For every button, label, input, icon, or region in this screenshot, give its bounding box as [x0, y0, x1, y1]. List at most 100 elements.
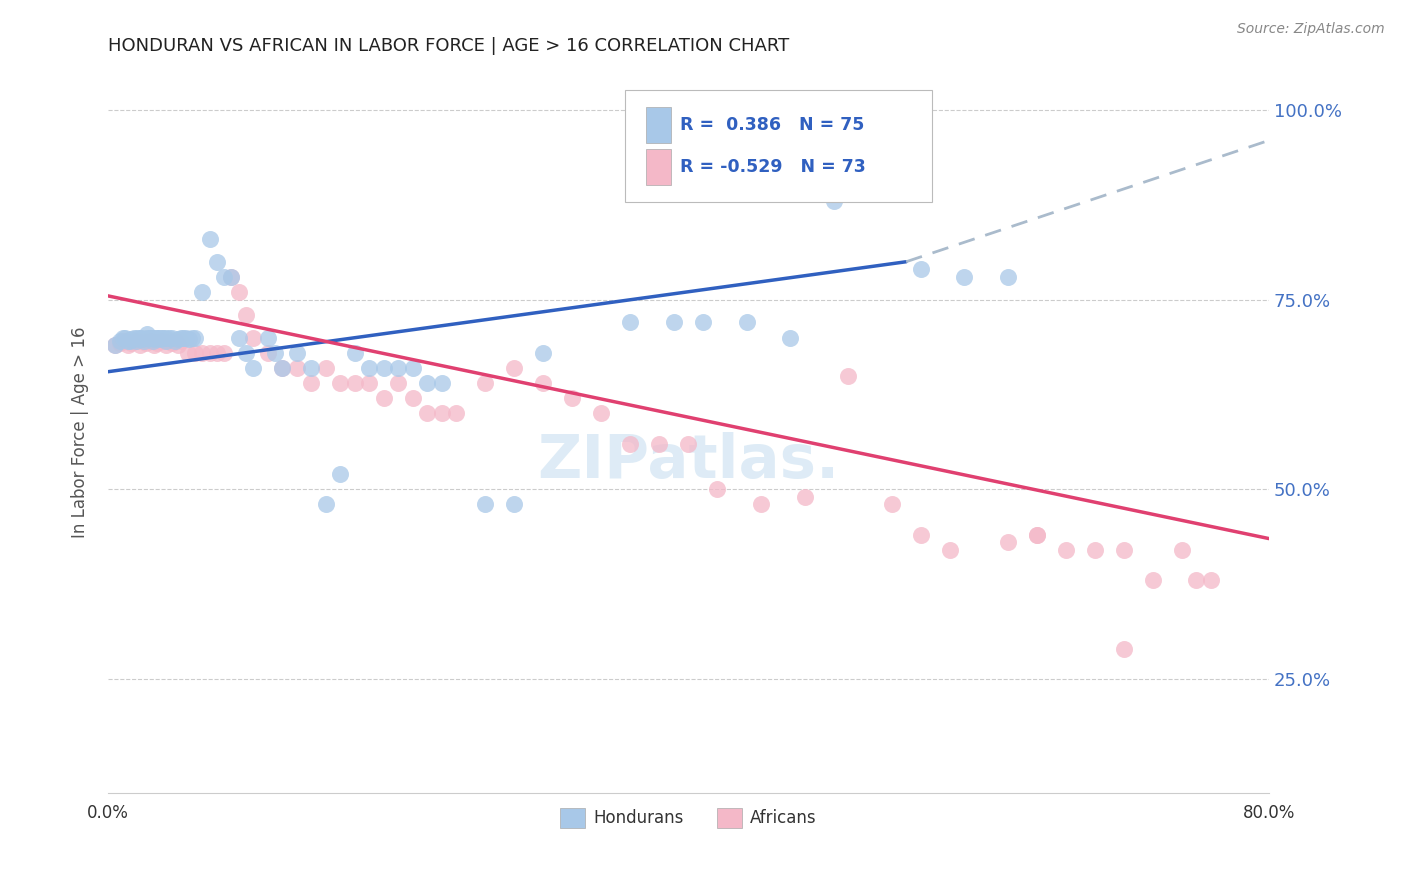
Point — [166, 332, 188, 346]
Point — [205, 254, 228, 268]
Point — [136, 326, 159, 341]
Point — [285, 345, 308, 359]
Point — [157, 330, 180, 344]
Point — [198, 232, 221, 246]
Point — [125, 330, 148, 344]
Point — [823, 194, 845, 208]
Point — [134, 334, 156, 349]
Point — [149, 334, 172, 349]
Point — [430, 406, 453, 420]
Point — [997, 269, 1019, 284]
Point — [1171, 543, 1194, 558]
Point — [706, 483, 728, 497]
Point — [503, 360, 526, 375]
Point — [160, 335, 183, 350]
Point — [416, 406, 439, 420]
Point — [184, 345, 207, 359]
Y-axis label: In Labor Force | Age > 16: In Labor Force | Age > 16 — [72, 326, 89, 538]
Point — [1112, 543, 1135, 558]
Point — [163, 334, 186, 349]
Point — [155, 338, 177, 352]
Point — [184, 330, 207, 344]
Point — [124, 334, 146, 349]
Point — [117, 338, 139, 352]
Point — [242, 360, 264, 375]
Point — [271, 360, 294, 375]
Legend: Hondurans, Africans: Hondurans, Africans — [554, 801, 824, 835]
Text: ZIPatlas.: ZIPatlas. — [537, 432, 839, 491]
Point — [749, 498, 772, 512]
Point — [120, 335, 142, 350]
Point — [163, 334, 186, 349]
Point — [416, 376, 439, 390]
Point — [503, 498, 526, 512]
Point — [242, 330, 264, 344]
Point — [938, 543, 960, 558]
Point — [152, 334, 174, 349]
Point — [561, 391, 583, 405]
Point — [176, 330, 198, 344]
Point — [619, 437, 641, 451]
Point — [953, 269, 976, 284]
Point — [315, 360, 337, 375]
Point — [138, 334, 160, 349]
Point — [132, 334, 155, 349]
Point — [329, 467, 352, 482]
Point — [359, 360, 381, 375]
Point — [129, 338, 152, 352]
Point — [779, 330, 801, 344]
Point — [172, 330, 194, 344]
Point — [108, 334, 131, 349]
Point — [531, 376, 554, 390]
Point — [111, 334, 134, 349]
Point — [135, 335, 157, 350]
Point — [271, 360, 294, 375]
Point — [114, 330, 136, 344]
Point — [118, 334, 141, 349]
Point — [212, 269, 235, 284]
Point — [160, 330, 183, 344]
Point — [198, 345, 221, 359]
Bar — [645, 149, 671, 186]
Point — [256, 330, 278, 344]
Point — [531, 345, 554, 359]
Point — [264, 345, 287, 359]
Point — [837, 368, 859, 383]
Point — [402, 391, 425, 405]
Point — [1025, 528, 1047, 542]
Point — [880, 498, 903, 512]
FancyBboxPatch shape — [624, 90, 932, 202]
Point — [143, 332, 166, 346]
Point — [169, 334, 191, 349]
Point — [169, 330, 191, 344]
Point — [402, 360, 425, 375]
Text: R = -0.529   N = 73: R = -0.529 N = 73 — [681, 159, 866, 177]
Text: R =  0.386   N = 75: R = 0.386 N = 75 — [681, 116, 865, 134]
Point — [474, 498, 496, 512]
Point — [343, 345, 366, 359]
Point — [648, 437, 671, 451]
Point — [129, 330, 152, 344]
Point — [299, 360, 322, 375]
Point — [191, 285, 214, 299]
Point — [157, 334, 180, 349]
Point — [104, 338, 127, 352]
Point — [221, 269, 243, 284]
Point — [299, 376, 322, 390]
Point — [591, 406, 613, 420]
Point — [131, 330, 153, 344]
Point — [205, 345, 228, 359]
Point — [138, 330, 160, 344]
Point — [373, 391, 395, 405]
Point — [141, 330, 163, 344]
Point — [910, 528, 932, 542]
Point — [114, 334, 136, 349]
Point — [228, 285, 250, 299]
Point — [146, 330, 169, 344]
Point — [212, 345, 235, 359]
Point — [235, 345, 257, 359]
Point — [387, 376, 409, 390]
Point — [1142, 574, 1164, 588]
Point — [662, 315, 685, 329]
Point — [155, 330, 177, 344]
